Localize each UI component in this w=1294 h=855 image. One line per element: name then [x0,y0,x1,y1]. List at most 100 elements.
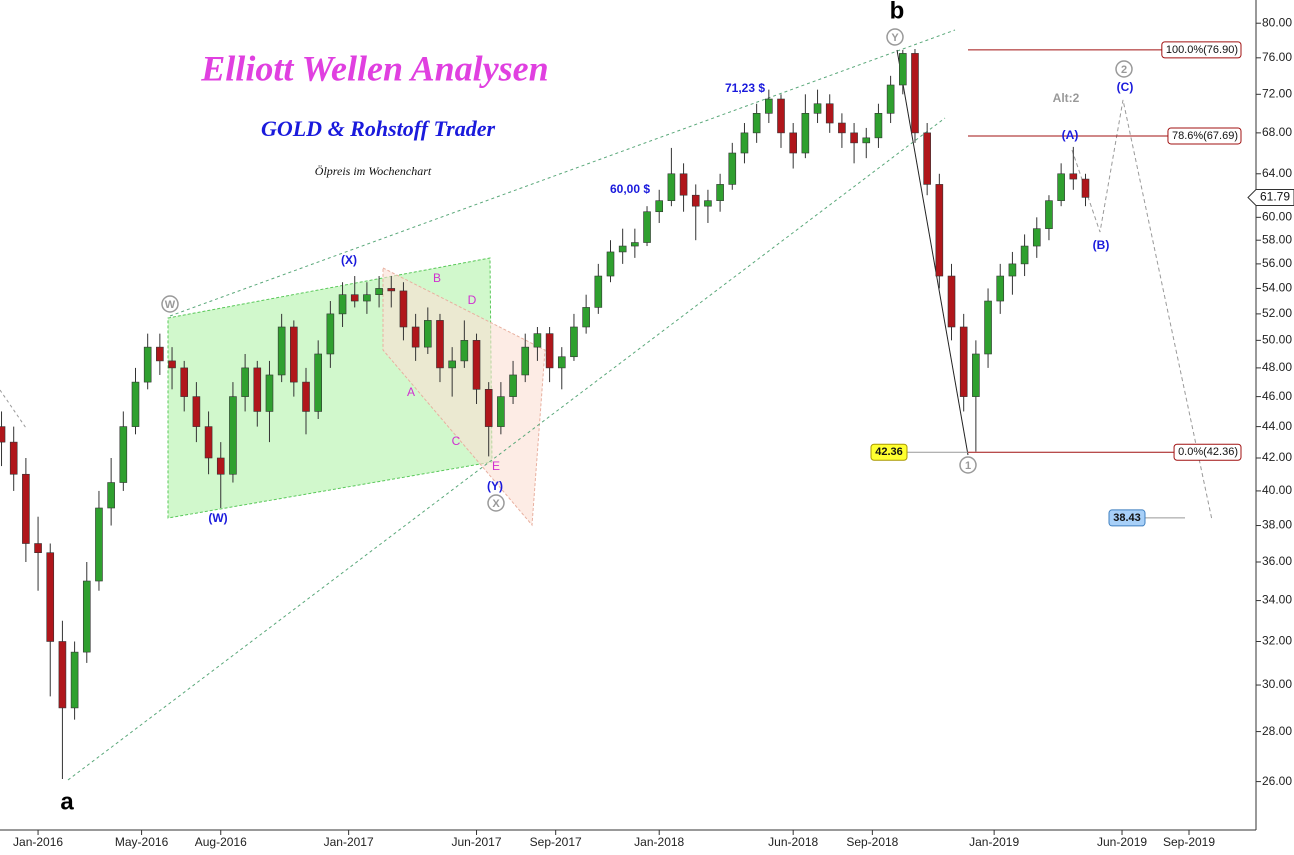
y-tick-label: 68.00 [1262,125,1292,139]
wave-circle [959,456,977,474]
fib-label: 78.6%(67.69) [1172,130,1238,142]
candle-body [1069,173,1078,180]
candle-body [253,367,262,412]
candle-body [204,426,213,459]
wave-label: Alt:2 [1053,91,1080,105]
wave-circle [1115,60,1133,78]
candle-body [338,294,347,315]
price-tag: 42.36 [875,446,903,458]
candle-body [1032,228,1041,247]
candle-body [850,132,858,144]
wave-label: E [492,459,500,473]
candle-body [350,294,359,302]
candle-body [801,113,810,154]
candle-body [972,353,980,397]
candle-body [765,98,773,114]
y-tick-label: 42.00 [1262,450,1292,464]
y-tick-label: 46.00 [1262,389,1292,403]
candle-body [716,184,724,201]
candle-body [679,173,688,196]
candle-body [131,381,140,427]
candle-body [789,132,797,154]
fib-tag: 0.0%(42.36) [1173,443,1242,461]
candle-body [302,381,310,412]
candle-body [180,367,189,397]
fib-label-box [1173,443,1242,461]
candle-body [728,152,737,185]
triangle-zone [382,267,546,527]
y-tick-label: 40.00 [1262,483,1292,497]
wave-label: 71,23 $ [725,81,765,95]
wave-label: B [433,271,441,285]
candle-body [399,290,408,328]
chart-note: Ölpreis im Wochenchart [315,163,432,178]
y-tick-label: 48.00 [1262,360,1292,374]
wave-circle [161,295,179,313]
candle-body [58,641,67,709]
candle-body [1057,173,1065,201]
candle-body [655,200,664,213]
x-tick-label: Jun-2019 [1097,835,1147,849]
y-tick-label: 60.00 [1262,209,1292,223]
candle-body [691,194,700,207]
x-tick-label: Jun-2017 [451,835,501,849]
candle-body [886,84,895,114]
candle-body [996,275,1005,302]
candle-body [825,103,834,124]
candle-body [314,353,322,412]
candle-body [168,360,176,369]
last-price: 61.79 [1260,190,1290,204]
candle-body [923,132,931,185]
fib-tag: 78.6%(67.69) [1167,127,1242,145]
candle-body [22,473,30,544]
candle-body [326,313,335,355]
y-tick-label: 26.00 [1262,774,1292,788]
candle-body [570,326,578,358]
x-tick-label: Jun-2018 [768,835,818,849]
candle-body [582,307,590,328]
candle-body [497,396,505,427]
wave-label: 60,00 $ [610,182,650,196]
price-tag-box [870,443,908,461]
candle-body [46,552,55,642]
candle-body [631,242,639,247]
candle-body [545,333,554,369]
wave-label: (B) [1093,238,1110,252]
y-tick-label: 50.00 [1262,333,1292,347]
candle-body [813,103,822,114]
candle-body [484,389,493,427]
wave-label: (C) [1117,80,1134,94]
candle-body [472,340,481,390]
fib-label: 0.0%(42.36) [1178,446,1238,458]
candle-body [777,98,785,134]
y-tick-label: 64.00 [1262,166,1292,180]
candle-body [460,340,469,362]
wave-label: D [468,293,477,307]
candle-body [0,426,6,443]
wave-label: b [890,0,905,24]
x-tick-label: Jan-2018 [634,835,684,849]
x-tick-label: Jan-2017 [324,835,374,849]
price-tag: 38.43 [1113,512,1141,524]
candle-body [1081,178,1090,198]
candle-body [277,326,286,376]
candle-body [752,113,761,134]
candle-body [984,300,992,355]
candle-body [1045,200,1053,229]
candle-body [838,122,846,134]
wave-label: a [60,788,74,815]
candle-body [959,326,968,397]
candle-body [521,346,530,376]
wave-label: X [492,498,500,510]
candle-body [509,374,517,397]
candle-body [667,173,676,201]
wave-label: 2 [1121,64,1127,76]
y-tick-label: 34.00 [1262,593,1292,607]
candle-body [265,374,274,412]
candle-body [424,320,432,348]
candle-body [594,275,603,308]
y-tick-label: 76.00 [1262,50,1292,64]
candle-body [911,53,919,134]
y-tick-label: 52.00 [1262,306,1292,320]
